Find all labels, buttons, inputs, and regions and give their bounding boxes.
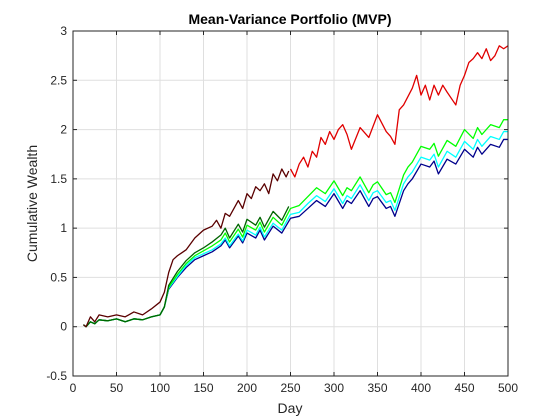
x-tick-label: 200 [237,381,257,395]
y-tick-labels: -0.5 0 0.5 1 1.5 2 2.5 3 [46,24,67,383]
x-tick-label: 150 [193,381,213,395]
y-tick-label: 0 [60,320,67,334]
x-axis-label: Day [278,400,303,416]
x-tick-labels: 0 50 100 150 200 250 300 350 400 450 500 [70,381,519,395]
x-tick-label: 300 [324,381,344,395]
chart-title: Mean-Variance Portfolio (MVP) [188,11,391,27]
y-tick-label: 1.5 [50,172,67,186]
x-tick-label: 350 [367,381,387,395]
x-tick-label: 50 [110,381,124,395]
x-tick-label: 400 [411,381,431,395]
y-tick-label: -0.5 [46,369,67,383]
y-tick-label: 1 [60,221,67,235]
x-tick-label: 0 [70,381,77,395]
y-tick-label: 3 [60,24,67,38]
y-tick-label: 2.5 [50,73,67,87]
y-axis-label: Cumulative Wealth [24,145,40,262]
x-tick-label: 450 [454,381,474,395]
y-tick-label: 2 [60,123,67,137]
x-tick-label: 500 [498,381,518,395]
y-tick-label: 0.5 [50,270,67,284]
x-tick-label: 100 [150,381,170,395]
x-tick-label: 250 [280,381,300,395]
